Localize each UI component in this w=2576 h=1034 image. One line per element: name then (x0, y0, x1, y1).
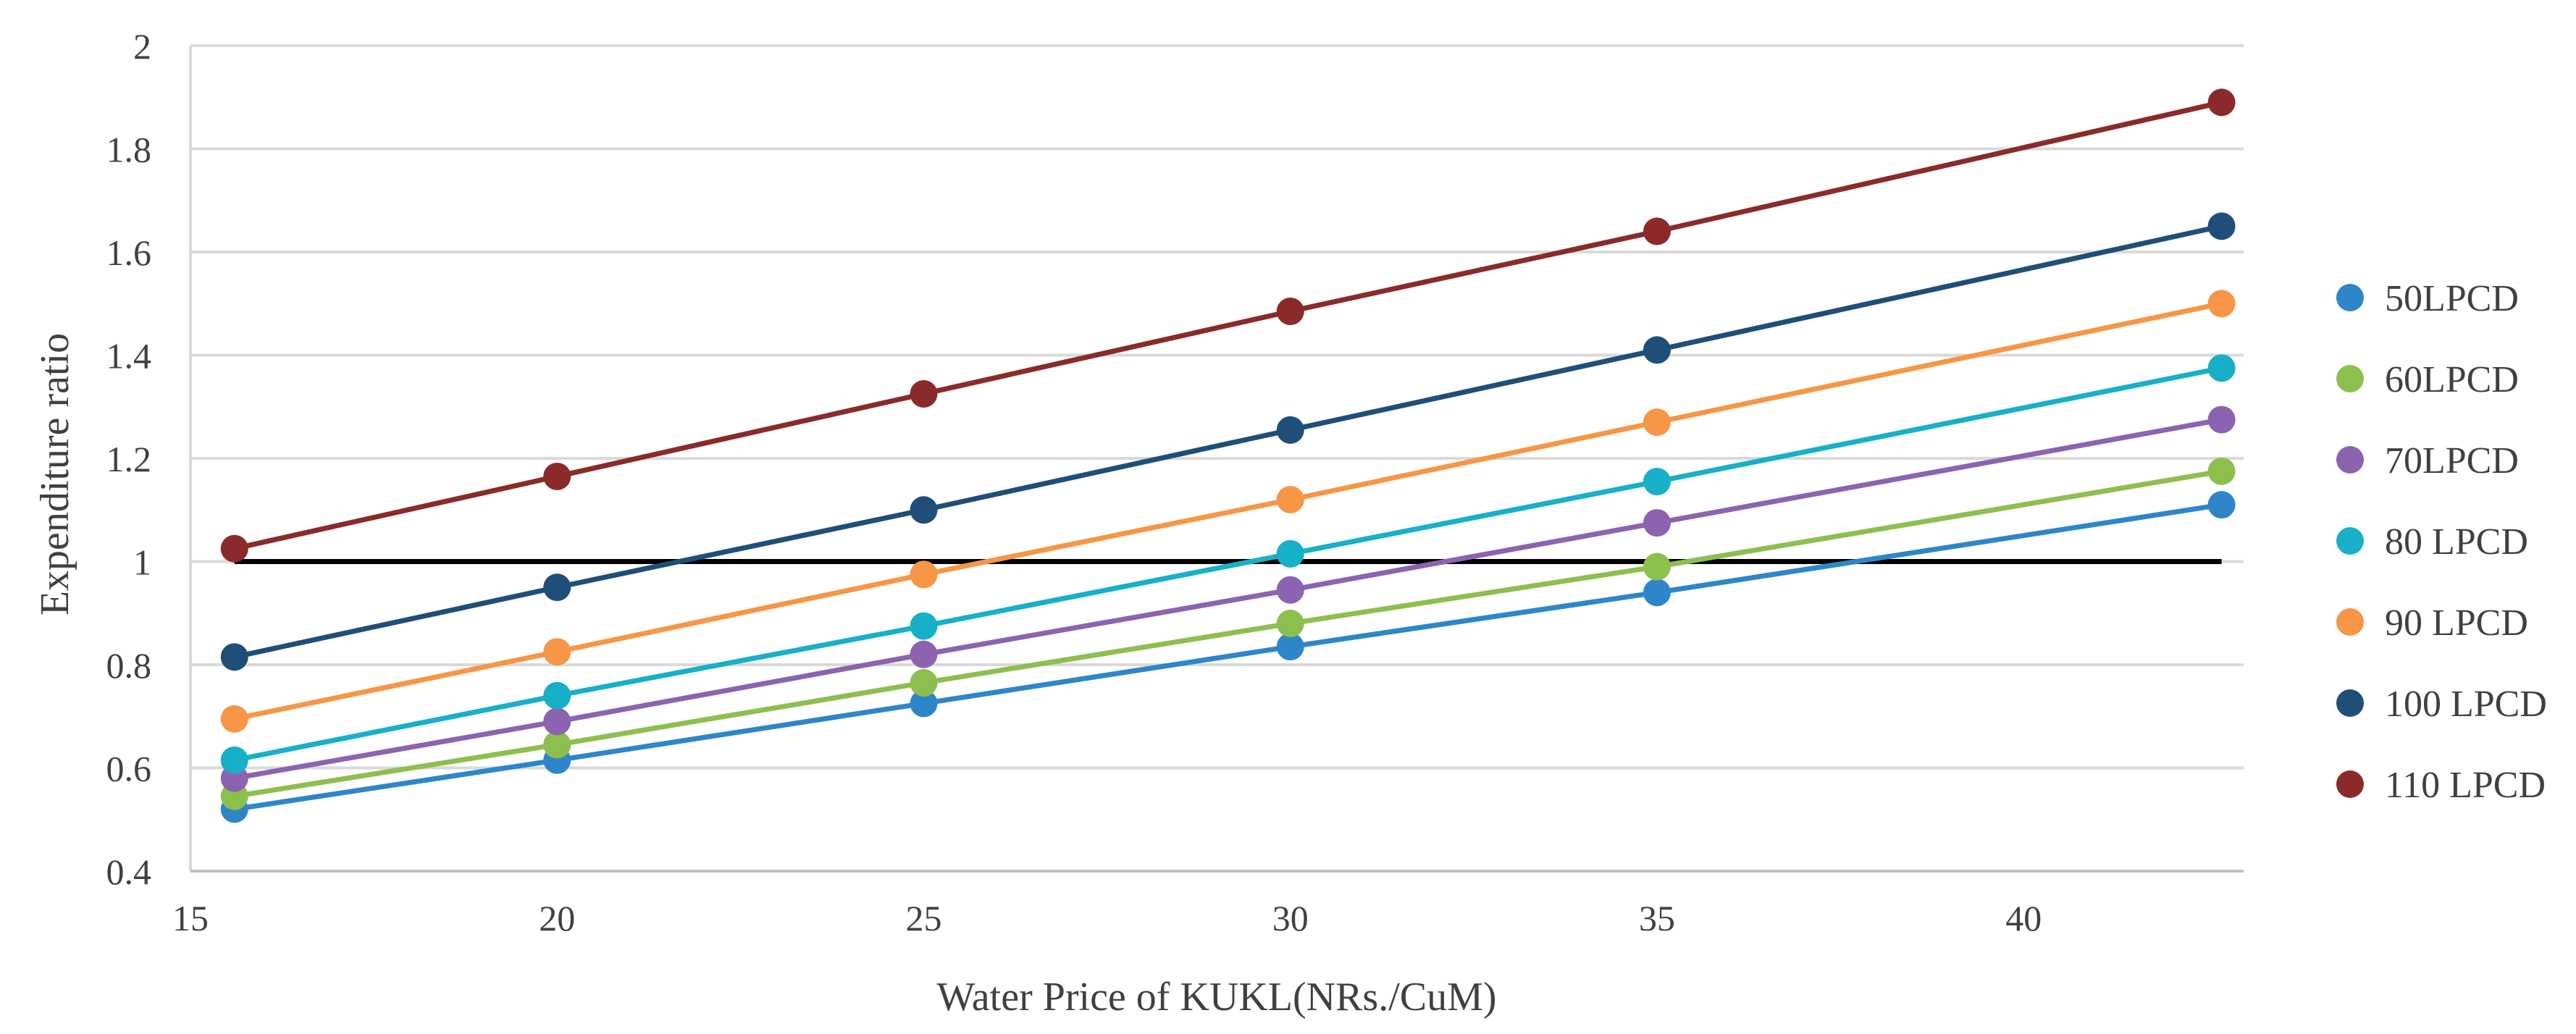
legend-label: 90 LPCD (2385, 602, 2528, 644)
y-tick-label: 1 (133, 542, 151, 583)
legend-label: 110 LPCD (2385, 765, 2546, 806)
x-tick-label: 25 (906, 898, 942, 938)
legend-label: 80 LPCD (2385, 521, 2528, 563)
data-point (1276, 633, 1304, 661)
series-lines (220, 88, 2236, 823)
data-point (543, 681, 571, 710)
data-point (1643, 408, 1671, 437)
y-axis-title: Expenditure ratio (33, 333, 77, 615)
data-point (2207, 290, 2236, 318)
data-point (1643, 468, 1671, 496)
data-point (220, 705, 248, 733)
data-point (1643, 552, 1671, 581)
series-line-5 (234, 223, 2223, 660)
legend-label: 70LPCD (2385, 440, 2519, 482)
data-point (1276, 297, 1304, 325)
series-line-6 (233, 99, 2223, 552)
x-tick-label: 40 (2005, 898, 2042, 938)
data-point (220, 534, 248, 563)
legend-label: 100 LPCD (2385, 684, 2547, 725)
y-tick-label: 1.2 (106, 439, 152, 479)
legend-marker (2336, 608, 2364, 636)
data-point (543, 462, 571, 490)
data-point (2207, 212, 2236, 240)
data-point (910, 689, 938, 718)
legend-marker (2336, 446, 2364, 474)
legend-marker (2336, 365, 2364, 392)
data-point (2207, 457, 2236, 485)
data-point (220, 643, 248, 671)
data-point (1643, 217, 1671, 245)
x-tick-label: 30 (1272, 898, 1309, 938)
legend-marker (2336, 284, 2364, 311)
x-tick-label: 15 (172, 898, 209, 938)
data-point (910, 496, 938, 524)
data-point (1643, 509, 1671, 537)
y-tick-label: 0.4 (106, 852, 152, 892)
y-tick-label: 1.8 (106, 130, 152, 170)
x-axis-title: Water Price of KUKL(NRs./CuM) (936, 975, 1496, 1020)
y-tick-label: 0.6 (106, 749, 152, 789)
data-point (2207, 354, 2236, 382)
data-point (220, 746, 248, 774)
data-point (1276, 486, 1304, 513)
x-tick-label: 35 (1639, 898, 1675, 938)
data-point (910, 640, 938, 668)
data-point (2207, 88, 2236, 117)
data-point (910, 612, 938, 640)
data-point (910, 668, 938, 697)
data-point (543, 573, 571, 602)
y-tick-label: 0.8 (106, 645, 152, 686)
data-point (910, 560, 938, 589)
x-tick-label: 20 (539, 898, 575, 938)
data-point (1276, 539, 1304, 568)
y-tick-label: 1.6 (106, 232, 152, 273)
legend: 50LPCD 60LPCD 70LPCD 80 LPCD 90 LPCD 100 LPCD… (2336, 278, 2547, 806)
data-point (910, 379, 938, 408)
legend-marker (2336, 689, 2364, 717)
series-line-2 (234, 417, 2223, 781)
data-point (543, 707, 571, 736)
legend-marker (2336, 770, 2364, 798)
data-point (1643, 336, 1671, 364)
data-point (2207, 491, 2236, 519)
data-point (1276, 576, 1304, 604)
legend-label: 60LPCD (2385, 359, 2519, 400)
series-line-1 (234, 468, 2223, 799)
data-point (1276, 416, 1304, 444)
series-line-3 (234, 365, 2223, 763)
data-point (1643, 579, 1671, 607)
data-point (1276, 610, 1304, 637)
legend-label: 50LPCD (2385, 278, 2519, 319)
y-tick-label: 1.4 (106, 336, 152, 377)
legend-marker (2336, 527, 2364, 555)
data-point (543, 731, 571, 759)
y-tick-label: 2 (133, 26, 151, 67)
series-line-0 (234, 502, 2223, 812)
series-line-4 (234, 300, 2223, 722)
data-point (2207, 405, 2236, 434)
axes: 0.4 0.6 0.8 1 1.2 1.4 1.6 1.8 2 15 20 25 30 35 40 (106, 26, 2244, 938)
data-point (543, 638, 571, 666)
